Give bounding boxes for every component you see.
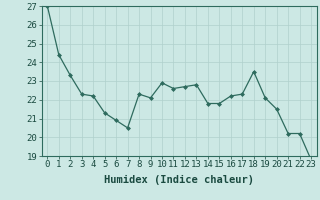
X-axis label: Humidex (Indice chaleur): Humidex (Indice chaleur) [104, 175, 254, 185]
